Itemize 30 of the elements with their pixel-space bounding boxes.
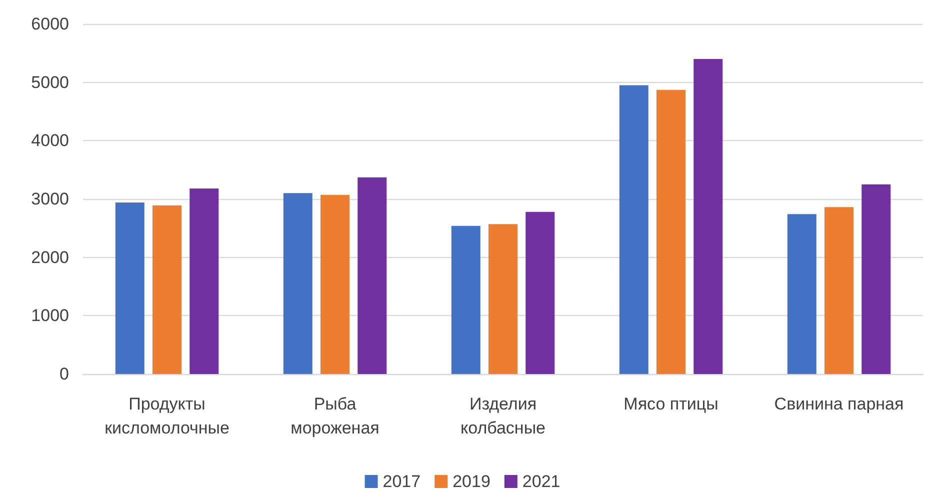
legend-label: 2019: [452, 472, 490, 491]
y-tick-label: 1000: [31, 306, 69, 326]
legend-label: 2021: [522, 472, 560, 491]
bar: [190, 188, 219, 374]
bar: [488, 224, 518, 374]
y-tick-label: 5000: [31, 72, 69, 92]
x-tick-label: Рыба мороженая: [290, 394, 380, 438]
x-tick-label: Свинина парная: [774, 394, 904, 414]
bar: [283, 193, 312, 374]
x-tick-label: Продукты кисломолочные: [104, 394, 230, 438]
y-tick-label: 3000: [31, 190, 69, 208]
y-tick-label: 0: [60, 364, 69, 384]
bar: [320, 194, 350, 374]
bar: [451, 226, 480, 374]
bar: [656, 90, 686, 374]
bar: [358, 177, 387, 374]
bar: [824, 207, 854, 374]
y-tick-label: 2000: [31, 248, 69, 267]
legend-label: 2017: [382, 472, 421, 491]
bar: [862, 184, 891, 374]
y-tick-label: 4000: [31, 131, 69, 150]
x-tick-label: Изделия колбасные: [460, 394, 546, 438]
bar: [526, 212, 555, 374]
bar: [619, 85, 648, 374]
bar: [787, 214, 816, 374]
bar: [694, 59, 723, 374]
bar: [115, 202, 144, 374]
bar: [152, 205, 182, 374]
y-tick-label: 6000: [31, 14, 69, 34]
x-tick-label: Мясо птицы: [624, 394, 718, 414]
